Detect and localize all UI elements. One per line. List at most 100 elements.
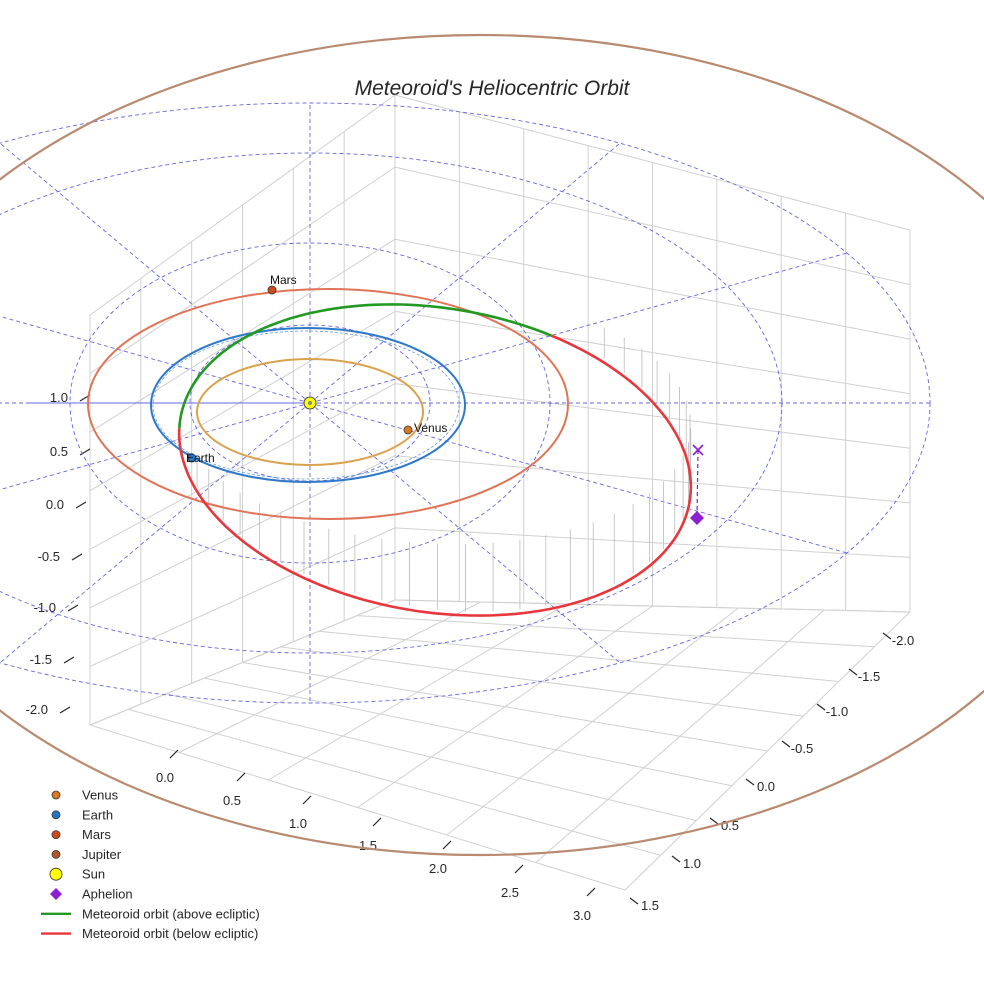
y-tick-mark bbox=[781, 740, 791, 748]
grid-line bbox=[89, 455, 396, 609]
grid-line bbox=[268, 603, 567, 781]
sun-core bbox=[308, 401, 312, 405]
legend-item: Venus bbox=[51, 788, 119, 803]
legend-item: Aphelion bbox=[50, 887, 133, 902]
x-tick-mark bbox=[586, 887, 596, 897]
z-tick-mark bbox=[59, 706, 71, 714]
y-tick-label: -0.5 bbox=[791, 741, 813, 756]
legend-label: Sun bbox=[82, 867, 105, 882]
grid-line bbox=[89, 599, 396, 726]
y-tick-label: -2.0 bbox=[892, 633, 914, 648]
y-tick-mark bbox=[745, 778, 755, 786]
projection-marker bbox=[692, 444, 704, 456]
legend-label: Meteoroid orbit (below ecliptic) bbox=[82, 926, 258, 941]
aphelion-dropline bbox=[696, 449, 699, 519]
grid-line bbox=[394, 527, 911, 558]
grid-line bbox=[89, 166, 396, 374]
y-tick-mark bbox=[709, 817, 719, 825]
z-tick-mark bbox=[75, 501, 87, 509]
meteoroid-orbit bbox=[177, 303, 693, 617]
legend-marker bbox=[49, 867, 63, 881]
legend-label: Mars bbox=[82, 827, 111, 842]
chart-title: Meteoroid's Heliocentric Orbit bbox=[355, 77, 631, 100]
reference-spoke bbox=[309, 402, 848, 554]
legend-marker bbox=[51, 810, 61, 820]
grid-line bbox=[394, 310, 911, 395]
grid-line bbox=[535, 609, 825, 863]
earth-label: Earth bbox=[186, 451, 215, 465]
venus-marker bbox=[403, 425, 413, 435]
mars-orbit bbox=[87, 288, 569, 520]
z-tick-mark bbox=[71, 553, 83, 561]
y-tick-label: 1.5 bbox=[641, 898, 659, 913]
grid-line bbox=[89, 310, 396, 492]
reference-spoke bbox=[309, 142, 621, 404]
x-tick-label: 3.0 bbox=[573, 908, 591, 923]
y-tick-label: 0.0 bbox=[757, 779, 775, 794]
earth-orbit-trace bbox=[152, 330, 460, 480]
reference-spoke bbox=[0, 142, 311, 404]
z-tick-label: 0.5 bbox=[50, 444, 68, 459]
grid-line bbox=[394, 94, 911, 231]
legend-label: Venus bbox=[82, 788, 119, 803]
jupiter-orbit bbox=[0, 34, 984, 856]
legend-label: Meteoroid orbit (above ecliptic) bbox=[82, 906, 260, 921]
venus-orbit bbox=[196, 358, 424, 466]
grid-line bbox=[89, 94, 396, 316]
legend-marker bbox=[50, 888, 62, 900]
x-tick-mark bbox=[442, 840, 452, 850]
aphelion-marker bbox=[690, 511, 704, 525]
legend-item: Meteoroid orbit (below ecliptic) bbox=[41, 926, 258, 941]
legend-marker bbox=[51, 790, 61, 800]
z-tick-mark bbox=[67, 604, 79, 612]
x-tick-mark bbox=[169, 749, 179, 759]
legend-item: Meteoroid orbit (above ecliptic) bbox=[41, 906, 260, 921]
grid-line bbox=[624, 611, 911, 891]
y-tick-mark bbox=[671, 855, 681, 863]
y-tick-mark bbox=[816, 703, 826, 711]
x-tick-label: 0.0 bbox=[156, 770, 174, 785]
earth-orbit bbox=[150, 327, 466, 483]
x-tick-mark bbox=[236, 772, 246, 782]
legend-label: Aphelion bbox=[82, 887, 133, 902]
z-tick-label: -1.0 bbox=[34, 600, 56, 615]
grid-line bbox=[394, 455, 911, 504]
reference-spoke bbox=[0, 315, 311, 404]
y-tick-label: -1.5 bbox=[858, 669, 880, 684]
meteoroid-orbit-below bbox=[177, 334, 693, 617]
y-tick-label: -1.0 bbox=[826, 704, 848, 719]
z-tick-label: 0.0 bbox=[46, 497, 64, 512]
legend-item: Mars bbox=[51, 827, 111, 842]
legend-item: Sun bbox=[49, 867, 105, 882]
x-tick-label: 2.0 bbox=[429, 861, 447, 876]
z-tick-label: -0.5 bbox=[38, 549, 60, 564]
z-tick-label: 1.0 bbox=[50, 390, 68, 405]
grid-line bbox=[446, 607, 739, 836]
grid-line bbox=[357, 605, 653, 808]
x-tick-mark bbox=[514, 864, 524, 874]
y-tick-mark bbox=[848, 668, 858, 676]
y-tick-mark bbox=[629, 897, 639, 905]
grid-line bbox=[394, 383, 911, 449]
legend-marker bbox=[51, 850, 61, 859]
x-tick-label: 0.5 bbox=[223, 793, 241, 808]
z-tick-label: -2.0 bbox=[26, 702, 48, 717]
grid-line bbox=[89, 383, 396, 550]
legend-item: Jupiter bbox=[51, 847, 122, 862]
axis-ticks: 1.0 0.5 0.0 -0.5 -1.0 -1.5 -2.0 0.0 0.5 1.0 1.5 2.0… bbox=[26, 390, 915, 923]
legend-label: Earth bbox=[82, 807, 113, 822]
reference-spoke bbox=[0, 402, 311, 664]
venus-label: Venus bbox=[414, 421, 447, 435]
z-tick-mark bbox=[79, 448, 91, 456]
earth-marker bbox=[187, 453, 197, 463]
legend-marker bbox=[51, 830, 61, 839]
reference-spoke bbox=[309, 252, 848, 404]
reference-spoke bbox=[309, 402, 621, 664]
legend-label: Jupiter bbox=[82, 847, 122, 862]
z-tick-label: -1.5 bbox=[30, 652, 52, 667]
z-tick-mark bbox=[63, 656, 75, 664]
x-tick-label: 1.0 bbox=[289, 816, 307, 831]
grid-line bbox=[394, 238, 911, 340]
reference-spoke bbox=[0, 402, 311, 491]
